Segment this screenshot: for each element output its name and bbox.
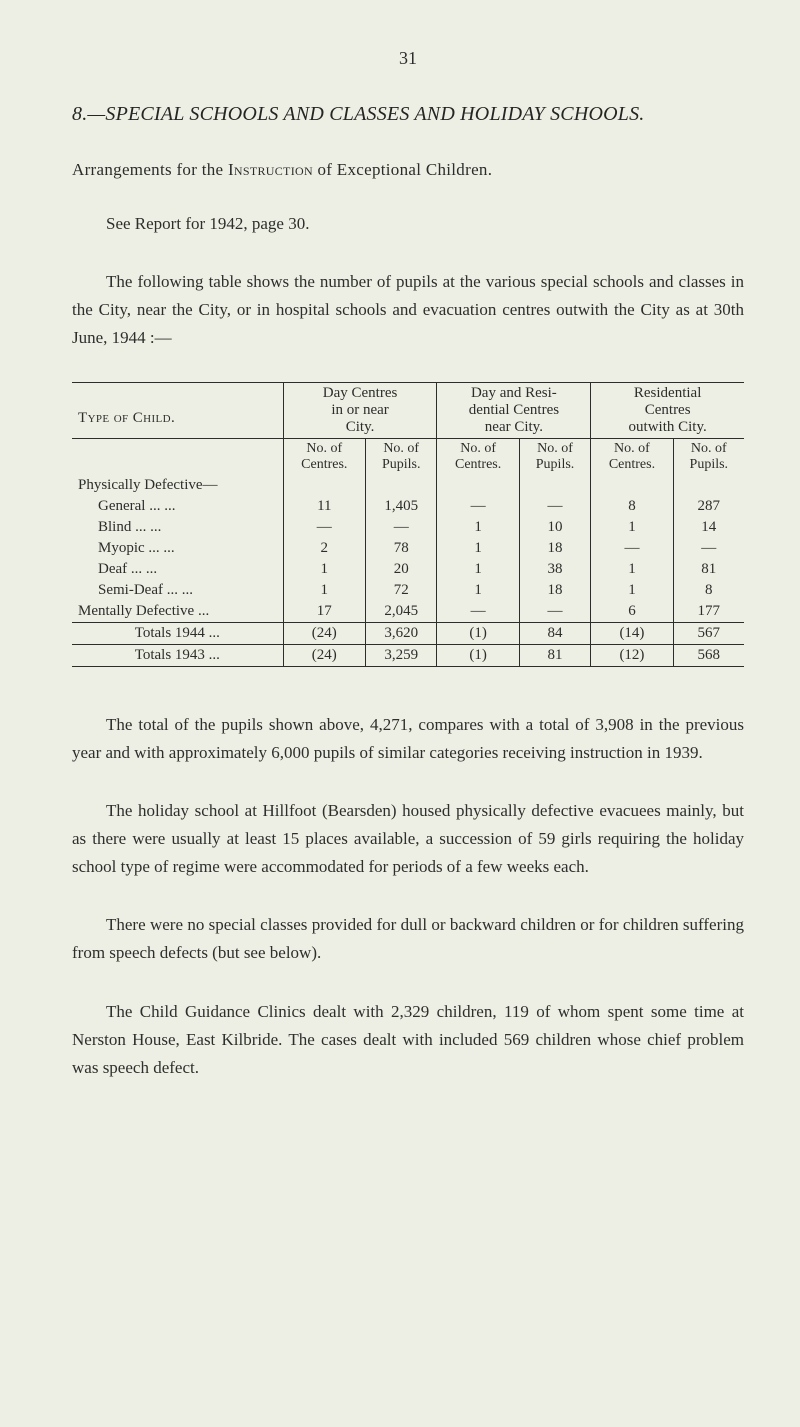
- cell: —: [365, 517, 437, 538]
- col-group-day-resi: Day and Resi- dential Centres near City.: [437, 383, 591, 439]
- paragraph-total: The total of the pupils shown above, 4,2…: [72, 711, 744, 767]
- cell: 1: [437, 580, 519, 601]
- cell: (1): [437, 623, 519, 645]
- table-row: Myopic ... ... 2 78 1 18 — —: [72, 538, 744, 559]
- cell: 567: [673, 623, 744, 645]
- row-label-mentally-defective: Mentally Defective ...: [72, 601, 283, 623]
- cell: —: [519, 496, 591, 517]
- cell: (1): [437, 645, 519, 667]
- cell: 1,405: [365, 496, 437, 517]
- cell: 2,045: [365, 601, 437, 623]
- cell: 18: [519, 538, 591, 559]
- cell: 72: [365, 580, 437, 601]
- cell: 1: [283, 580, 365, 601]
- cell: 3,259: [365, 645, 437, 667]
- paragraph-guidance: The Child Guidance Clinics dealt with 2,…: [72, 998, 744, 1082]
- paragraph-see-report: See Report for 1942, page 30.: [72, 210, 744, 238]
- cell: 2: [283, 538, 365, 559]
- table-row: Mentally Defective ... 17 2,045 — — 6 17…: [72, 601, 744, 623]
- cell: 8: [591, 496, 673, 517]
- cell: (24): [283, 623, 365, 645]
- cell: —: [437, 496, 519, 517]
- table-stub-header: Type of Child.: [72, 383, 283, 439]
- cell: 568: [673, 645, 744, 667]
- cell: 14: [673, 517, 744, 538]
- cell: 20: [365, 559, 437, 580]
- cell: 38: [519, 559, 591, 580]
- row-label-myopic: Myopic ... ...: [72, 538, 283, 559]
- cell: —: [437, 601, 519, 623]
- table-section-row: Physically Defective—: [72, 475, 744, 496]
- cell: 81: [519, 645, 591, 667]
- page-number: 31: [72, 48, 744, 69]
- table-row: Semi-Deaf ... ... 1 72 1 18 1 8: [72, 580, 744, 601]
- subheader-pupils-3: No. of Pupils.: [673, 439, 744, 476]
- subheader-centres-2: No. of Centres.: [437, 439, 519, 476]
- cell: 177: [673, 601, 744, 623]
- subhead-prefix: Arrangements for the: [72, 160, 228, 179]
- section-title: 8.—SPECIAL SCHOOLS AND CLASSES AND HOLID…: [72, 103, 744, 126]
- row-label-deaf: Deaf ... ...: [72, 559, 283, 580]
- table-row-totals-1943: Totals 1943 ... (24) 3,259 (1) 81 (12) 5…: [72, 645, 744, 667]
- cell: 1: [437, 559, 519, 580]
- cell: 1: [437, 538, 519, 559]
- cell: 11: [283, 496, 365, 517]
- paragraph-special-classes: There were no special classes provided f…: [72, 911, 744, 967]
- cell: 81: [673, 559, 744, 580]
- table-row-totals-1944: Totals 1944 ... (24) 3,620 (1) 84 (14) 5…: [72, 623, 744, 645]
- subheader-centres-1: No. of Centres.: [283, 439, 365, 476]
- cell: 6: [591, 601, 673, 623]
- table: Type of Child. Day Centres in or near Ci…: [72, 382, 744, 667]
- subheader-pupils-2: No. of Pupils.: [519, 439, 591, 476]
- section-label-physically-defective: Physically Defective—: [72, 475, 283, 496]
- totals-1944-label: Totals 1944 ...: [72, 623, 283, 645]
- cell: 84: [519, 623, 591, 645]
- cell: 287: [673, 496, 744, 517]
- cell: 8: [673, 580, 744, 601]
- table-row: Blind ... ... — — 1 10 1 14: [72, 517, 744, 538]
- cell: 18: [519, 580, 591, 601]
- row-label-semideaf: Semi-Deaf ... ...: [72, 580, 283, 601]
- subhead-suffix: of Exceptional Children.: [313, 160, 492, 179]
- subheader-pupils-1: No. of Pupils.: [365, 439, 437, 476]
- table-row: Deaf ... ... 1 20 1 38 1 81: [72, 559, 744, 580]
- cell: 10: [519, 517, 591, 538]
- cell: 1: [591, 559, 673, 580]
- cell: (24): [283, 645, 365, 667]
- cell: —: [283, 517, 365, 538]
- table-header-row-groups: Type of Child. Day Centres in or near Ci…: [72, 383, 744, 439]
- cell: 78: [365, 538, 437, 559]
- totals-1943-label: Totals 1943 ...: [72, 645, 283, 667]
- col-group-day-city: Day Centres in or near City.: [283, 383, 437, 439]
- cell: 3,620: [365, 623, 437, 645]
- cell: (14): [591, 623, 673, 645]
- row-label-blind: Blind ... ...: [72, 517, 283, 538]
- col-group-residential: Residential Centres outwith City.: [591, 383, 744, 439]
- cell: 1: [591, 517, 673, 538]
- subheader-centres-3: No. of Centres.: [591, 439, 673, 476]
- cell: (12): [591, 645, 673, 667]
- cell: 17: [283, 601, 365, 623]
- paragraph-intro: The following table shows the number of …: [72, 268, 744, 352]
- cell: —: [673, 538, 744, 559]
- cell: 1: [437, 517, 519, 538]
- table-header-row-sub: No. of Centres. No. of Pupils. No. of Ce…: [72, 439, 744, 476]
- cell: —: [519, 601, 591, 623]
- paragraph-holiday: The holiday school at Hillfoot (Bearsden…: [72, 797, 744, 881]
- cell: 1: [283, 559, 365, 580]
- arrangements-subhead: Arrangements for the Instruction of Exce…: [72, 160, 744, 180]
- page: 31 8.—SPECIAL SCHOOLS AND CLASSES AND HO…: [0, 0, 800, 1427]
- cell: 1: [591, 580, 673, 601]
- row-label-general: General ... ...: [72, 496, 283, 517]
- subhead-smallcaps: Instruction: [228, 160, 313, 179]
- cell: —: [591, 538, 673, 559]
- table-row: General ... ... 11 1,405 — — 8 287: [72, 496, 744, 517]
- subheader-blank: [72, 439, 283, 476]
- pupils-table: Type of Child. Day Centres in or near Ci…: [72, 382, 744, 667]
